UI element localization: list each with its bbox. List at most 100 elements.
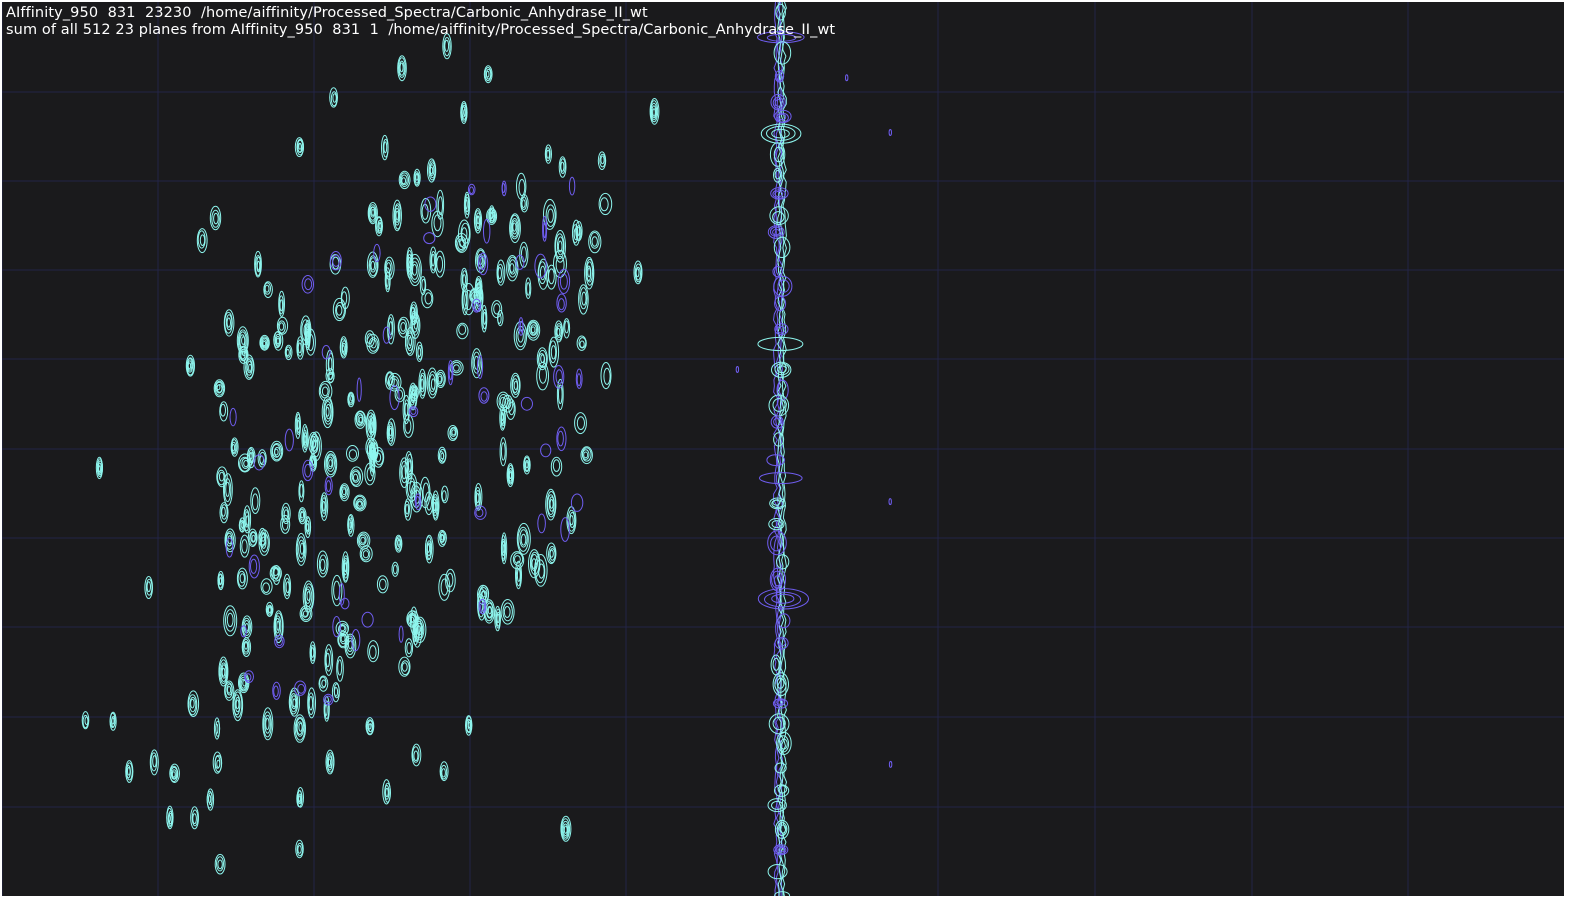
peak-contour	[347, 391, 355, 408]
negative-contour	[478, 598, 487, 615]
peak-contour	[337, 630, 350, 649]
peak-contour	[239, 534, 250, 558]
peak-contour	[465, 715, 473, 736]
peak-contour	[196, 228, 208, 254]
peak-contour	[364, 330, 375, 348]
negative-contour	[301, 275, 314, 294]
peak-contour	[190, 806, 200, 830]
ridge-contour	[757, 336, 804, 352]
peak-contour	[473, 208, 483, 234]
peak-contour	[411, 743, 422, 767]
peak-contour	[523, 455, 531, 475]
peak-contour	[403, 414, 414, 438]
peak-contour	[217, 570, 225, 591]
peak-contour	[347, 514, 355, 537]
peak-contour	[497, 310, 504, 327]
peak-contour	[273, 610, 284, 644]
peak-contour	[633, 260, 643, 285]
peak-contour	[399, 457, 410, 489]
negative-contour	[284, 428, 294, 452]
peak-contour	[496, 259, 506, 286]
peak-contour	[526, 319, 541, 341]
negative-contour	[323, 693, 334, 706]
peak-contour	[483, 65, 493, 84]
ridge-contour	[775, 3, 786, 21]
peak-contour	[309, 641, 316, 664]
negative-contour	[329, 251, 342, 271]
ridge-contour	[757, 588, 810, 610]
peak-contour	[554, 320, 564, 343]
peak-contour	[224, 680, 235, 701]
negative-contour	[518, 317, 524, 336]
peak-contour	[536, 347, 548, 371]
negative-contour	[373, 243, 381, 263]
peak-contour	[598, 192, 613, 216]
negative-contour	[244, 670, 254, 683]
ridge-trace	[777, 2, 783, 896]
ridge-contour	[767, 798, 787, 813]
peak-contour	[418, 368, 427, 399]
peak-contour	[365, 409, 377, 442]
spectrum-title: AIffinity_950 831 23230 /home/aiffinity/…	[6, 5, 648, 21]
peak-contour	[336, 655, 344, 682]
peak-contour	[447, 425, 459, 441]
peak-contour	[298, 480, 305, 503]
peak-contour	[575, 221, 583, 242]
peak-contour	[236, 326, 249, 355]
ridge-contour	[769, 567, 787, 592]
negative-contour	[888, 498, 892, 506]
negative-contour	[476, 355, 484, 379]
peak-contour	[339, 483, 350, 502]
negative-contour	[845, 74, 849, 82]
ridge-contour	[774, 109, 792, 124]
peak-contour	[296, 336, 305, 360]
peak-contour	[149, 749, 159, 776]
peak-contour	[293, 714, 306, 743]
peak-contour	[600, 362, 612, 390]
peak-contour	[434, 250, 446, 278]
contour-plot[interactable]	[2, 2, 1564, 896]
ridge-contour	[773, 275, 793, 297]
negative-contour	[332, 616, 341, 638]
contour-peaks	[81, 33, 893, 875]
peak-contour	[515, 560, 522, 590]
ridge-contour	[770, 415, 784, 429]
peak-contour	[346, 445, 359, 462]
peak-contour	[385, 371, 395, 390]
peak-contour	[413, 168, 421, 187]
peak-contour	[284, 344, 293, 361]
peak-contour	[421, 289, 434, 309]
ridge-contour	[769, 142, 786, 167]
peak-contour	[460, 101, 468, 124]
peak-contour	[474, 276, 483, 298]
peak-contour	[325, 749, 335, 775]
peak-contour	[276, 316, 289, 335]
negative-contour	[302, 459, 314, 482]
negative-contour	[356, 377, 362, 402]
peak-contour	[144, 576, 153, 599]
negative-contour	[294, 680, 307, 696]
ridge-contour	[774, 819, 790, 839]
negative-contour	[478, 387, 490, 404]
ridge-contour	[771, 361, 792, 378]
peak-contour	[502, 394, 514, 413]
peak-contour	[349, 466, 364, 488]
peak-contour	[281, 502, 291, 524]
peak-contour	[419, 276, 427, 296]
negative-contour	[414, 493, 422, 511]
peak-contour	[270, 440, 284, 462]
negative-contour	[423, 232, 436, 245]
peak-contour	[296, 787, 304, 808]
ridge-contour	[767, 225, 785, 239]
peak-contour	[491, 300, 503, 319]
peak-contour	[381, 134, 389, 161]
peak-contour	[295, 839, 304, 859]
peak-contour	[528, 549, 541, 579]
peak-contour	[260, 578, 273, 595]
peak-contour	[372, 446, 385, 468]
peak-contour	[298, 507, 307, 525]
peak-contour	[420, 197, 432, 224]
ridge-contour	[769, 206, 789, 226]
contour-view[interactable]: AIffinity_950 831 23230 /home/aiffinity/…	[2, 2, 1564, 896]
ridge-contour	[776, 731, 792, 755]
